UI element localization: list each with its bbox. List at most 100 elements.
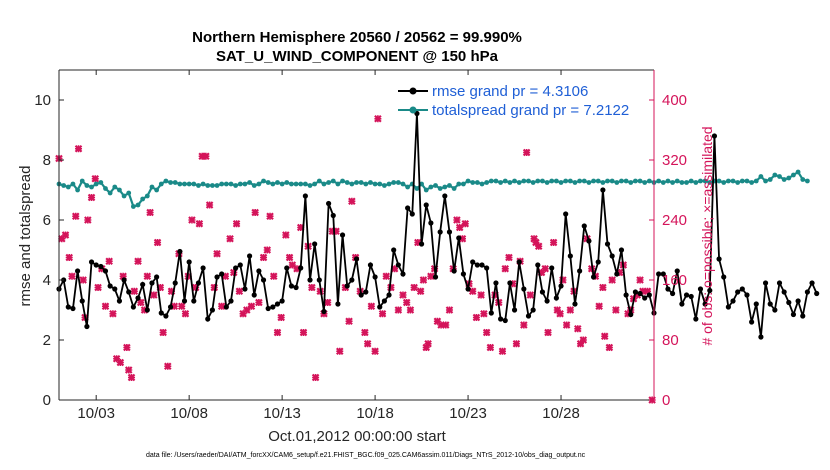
rmse-point [65, 304, 71, 310]
legend-spread-marker [409, 106, 417, 114]
totalspread-point [65, 184, 71, 190]
rmse-point [149, 280, 155, 286]
totalspread-point [126, 190, 132, 196]
obs-assimilated-marker [195, 219, 204, 228]
rmse-point [609, 253, 615, 259]
obs-assimilated-marker [226, 234, 234, 243]
totalspread-point [698, 178, 703, 184]
obs-assimilated-marker [556, 309, 564, 318]
totalspread-point [182, 181, 187, 187]
totalspread-point [270, 181, 276, 187]
rmse-point [484, 265, 490, 271]
rmse-point [70, 305, 76, 312]
rmse-point [669, 290, 676, 297]
totalspread-point [540, 178, 545, 184]
y-tick-label-right: 80 [662, 332, 679, 349]
rmse-point [93, 262, 99, 268]
totalspread-point [725, 178, 731, 184]
obs-assimilated-marker [345, 317, 353, 326]
totalspread-point [461, 181, 466, 187]
totalspread-point [763, 178, 768, 184]
totalspread-point [223, 181, 229, 187]
totalspread-point [739, 178, 745, 184]
totalspread-point [79, 178, 85, 184]
obs-assimilated-marker [61, 231, 70, 239]
rmse-point [521, 286, 527, 292]
chart-subtitle: SAT_U_WIND_COMPONENT @ 150 hPa [216, 48, 499, 65]
obs-assimilated-marker [498, 347, 507, 356]
rmse-point [660, 271, 666, 277]
totalspread-point [428, 184, 434, 190]
totalspread-point [451, 186, 457, 191]
obs-assimilated-marker [188, 216, 196, 224]
rmse-point [470, 259, 476, 265]
totalspread-point [777, 174, 782, 179]
totalspread-point [628, 180, 634, 185]
obs-assimilated-marker [308, 283, 316, 292]
obs-assimilated-marker [374, 114, 382, 123]
rmse-point [493, 280, 499, 286]
rmse-point [395, 262, 401, 268]
obs-assimilated-marker [251, 208, 259, 217]
obs-assimilated-marker [599, 283, 607, 292]
rmse-point [116, 298, 123, 304]
totalspread-point [679, 180, 685, 185]
rmse-point [590, 274, 597, 280]
rmse-point [144, 307, 150, 313]
totalspread-point [172, 180, 178, 185]
rmse-point [126, 289, 132, 295]
obs-assimilated-marker [512, 339, 521, 348]
y-tick-label: 6 [43, 212, 51, 229]
totalspread-point [386, 181, 392, 187]
rmse-point [330, 212, 336, 219]
obs-assimilated-marker [416, 287, 425, 296]
obs-assimilated-marker [65, 253, 74, 262]
obs-assimilated-marker [150, 291, 158, 299]
rmse-point [367, 262, 374, 268]
obs-assimilated-marker [127, 373, 136, 382]
rmse-point [553, 295, 559, 301]
rmse-point [158, 310, 164, 316]
obs-assimilated-marker [255, 298, 263, 307]
rmse-point [549, 265, 555, 271]
totalspread-point [805, 178, 810, 184]
totalspread-point [163, 178, 169, 184]
rmse-point [284, 265, 290, 271]
totalspread-point [298, 181, 304, 187]
rmse-point [437, 229, 443, 235]
totalspread-point [391, 180, 397, 185]
totalspread-point [530, 180, 536, 185]
chart-title: Northern Hemisphere 20560 / 20562 = 99.9… [192, 29, 522, 46]
totalspread-point [354, 180, 359, 185]
totalspread-point [214, 183, 220, 188]
rmse-point [525, 313, 532, 319]
x-tick-label: 10/08 [170, 405, 208, 422]
rmse-point [251, 292, 257, 298]
rmse-point [679, 301, 685, 307]
rmse-point [749, 319, 755, 325]
obs-assimilated-marker [472, 313, 481, 322]
obs-assimilated-marker [210, 283, 219, 292]
rmse-point [725, 304, 731, 310]
obs-assimilated-marker [371, 347, 379, 356]
rmse-point [228, 298, 234, 304]
totalspread-point [205, 183, 211, 188]
totalspread-point [688, 178, 694, 184]
totalspread-point [749, 180, 755, 185]
rmse-point [498, 316, 504, 322]
obs-assimilated-marker [202, 152, 210, 161]
y-tick-label-right: 160 [662, 272, 687, 289]
obs-assimilated-marker [406, 306, 415, 314]
rmse-point [721, 274, 727, 280]
totalspread-point [75, 187, 80, 193]
obs-assimilated-marker [116, 358, 125, 367]
totalspread-point [372, 181, 378, 187]
totalspread-point [247, 180, 252, 185]
y-tick-label-right: 240 [662, 212, 687, 229]
obs-assimilated-marker [636, 276, 644, 284]
totalspread-point [549, 178, 555, 184]
totalspread-point [168, 180, 173, 185]
y-tick-label: 0 [43, 392, 51, 409]
rmse-point [535, 262, 541, 268]
rmse-point [88, 259, 95, 265]
